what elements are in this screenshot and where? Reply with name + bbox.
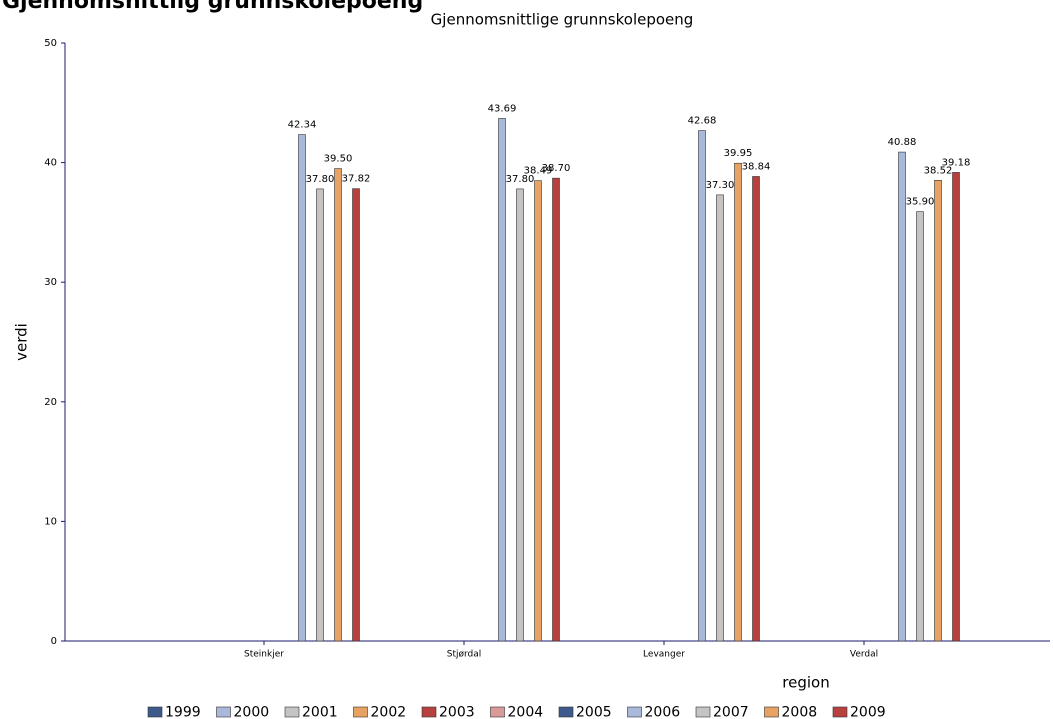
- legend-swatch: [353, 706, 368, 718]
- legend-swatch: [627, 706, 642, 718]
- legend-label: 2004: [508, 705, 544, 719]
- legend-swatch: [147, 706, 163, 718]
- legend-swatch: [558, 706, 574, 718]
- legend-label: 1999: [165, 705, 201, 719]
- value-label: 39.50: [324, 154, 353, 165]
- legend-label: 2009: [850, 705, 886, 719]
- legend-label: 2003: [439, 705, 475, 719]
- bar: [734, 162, 742, 642]
- value-label: 43.69: [488, 103, 517, 114]
- bar: [898, 151, 906, 642]
- y-tick-label: 50: [44, 38, 57, 49]
- value-label: 40.88: [888, 137, 917, 148]
- bar: [952, 172, 960, 642]
- value-label: 37.30: [706, 180, 735, 191]
- value-label: 37.80: [306, 174, 335, 185]
- value-label: 38.70: [542, 163, 571, 174]
- y-axis-label: verdi: [13, 323, 31, 361]
- value-label: 42.68: [688, 116, 717, 127]
- x-tick-label: Levanger: [643, 650, 685, 660]
- legend-swatch: [421, 706, 437, 718]
- legend-label: 2000: [234, 705, 270, 719]
- bar: [552, 177, 560, 642]
- bar: [752, 176, 760, 642]
- y-tick-label: 30: [44, 277, 57, 288]
- bar: [934, 180, 942, 642]
- bar: [534, 180, 542, 642]
- legend-label: 2002: [371, 705, 407, 719]
- bar: [698, 130, 706, 642]
- legend-swatch: [764, 706, 779, 718]
- legend-swatch: [832, 706, 848, 718]
- legend-label: 2007: [713, 705, 749, 719]
- legend-swatch: [284, 706, 300, 718]
- legend-label: 2006: [645, 705, 681, 719]
- bar: [916, 211, 924, 642]
- y-tick-label: 20: [44, 397, 57, 408]
- x-axis-label: region: [782, 674, 829, 692]
- legend-label: 2001: [302, 705, 338, 719]
- value-label: 35.90: [906, 197, 935, 208]
- bar: [316, 188, 324, 642]
- bar: [352, 188, 360, 642]
- legend-swatch: [490, 706, 505, 718]
- y-tick-label: 10: [44, 516, 57, 527]
- bar: [498, 118, 506, 642]
- x-tick-label: Verdal: [850, 650, 878, 660]
- value-label: 37.80: [506, 174, 535, 185]
- legend-swatch: [695, 706, 711, 718]
- y-tick-label: 0: [51, 636, 57, 647]
- page-title: Gjennomsnittlig grunnskolepoeng: [2, 0, 423, 14]
- bar: [334, 168, 342, 642]
- legend-swatch: [216, 706, 231, 718]
- legend-label: 2008: [782, 705, 818, 719]
- value-label: 38.52: [924, 165, 953, 176]
- bar: [716, 194, 724, 642]
- value-label: 39.18: [942, 157, 971, 168]
- value-label: 42.34: [288, 120, 317, 131]
- legend-label: 2005: [576, 705, 612, 719]
- value-label: 38.84: [742, 161, 771, 172]
- value-label: 37.82: [342, 174, 371, 185]
- x-tick-label: Stjørdal: [447, 650, 482, 660]
- value-label: 38.49: [524, 166, 553, 177]
- value-label: 39.95: [724, 148, 753, 159]
- y-tick-label: 40: [44, 158, 57, 169]
- x-tick-label: Steinkjer: [244, 650, 284, 660]
- chart-title: Gjennomsnittlige grunnskolepoeng: [431, 11, 694, 29]
- bar: [298, 134, 306, 642]
- bar: [516, 188, 524, 642]
